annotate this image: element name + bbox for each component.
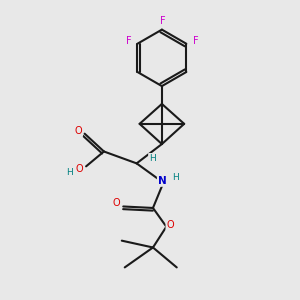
Text: H: H: [172, 173, 179, 182]
Text: H: H: [66, 168, 73, 177]
Text: F: F: [126, 36, 132, 46]
Text: O: O: [166, 220, 174, 230]
Text: H: H: [149, 154, 155, 163]
Text: O: O: [75, 126, 82, 136]
Text: N: N: [158, 176, 166, 186]
Text: O: O: [76, 164, 83, 174]
Text: F: F: [193, 36, 199, 46]
Text: F: F: [160, 16, 165, 26]
Text: O: O: [113, 199, 121, 208]
